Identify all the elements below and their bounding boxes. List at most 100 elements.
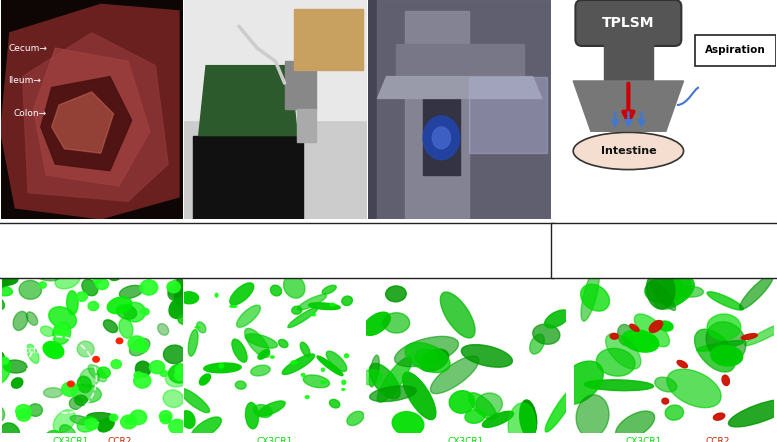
Ellipse shape [163,345,186,364]
Text: in CX3CR1: in CX3CR1 [636,257,692,267]
Circle shape [68,381,74,387]
Text: Aspiration: Aspiration [705,46,766,55]
Ellipse shape [378,357,411,402]
Ellipse shape [278,339,288,347]
Ellipse shape [545,310,570,328]
Ellipse shape [330,303,335,306]
Circle shape [134,372,142,379]
Ellipse shape [650,281,676,310]
Ellipse shape [163,390,183,408]
Ellipse shape [665,405,684,420]
Ellipse shape [662,398,669,404]
Ellipse shape [215,293,218,297]
Text: CX3CR1: CX3CR1 [625,437,662,442]
Polygon shape [573,81,684,131]
Circle shape [126,417,134,424]
Text: CX3CR1: CX3CR1 [53,437,89,442]
Ellipse shape [655,377,677,392]
Bar [294,9,363,70]
Ellipse shape [169,297,189,318]
Ellipse shape [301,373,305,377]
Circle shape [39,282,47,288]
Ellipse shape [44,342,64,358]
Ellipse shape [119,318,133,338]
Text: mice: mice [427,238,455,248]
Text: patch: patch [16,346,40,354]
Circle shape [160,415,171,424]
Ellipse shape [630,324,639,332]
Bar [184,0,367,120]
Ellipse shape [107,297,132,314]
Ellipse shape [130,339,150,356]
Text: Peyer's: Peyer's [12,333,43,342]
Ellipse shape [77,341,94,357]
Text: Colon→: Colon→ [13,109,47,118]
Circle shape [85,419,98,430]
Ellipse shape [342,389,345,390]
Ellipse shape [677,361,688,368]
Ellipse shape [71,385,101,403]
Ellipse shape [476,393,503,415]
Ellipse shape [117,305,137,319]
Ellipse shape [288,307,318,328]
Ellipse shape [321,381,326,383]
Ellipse shape [465,410,485,423]
Circle shape [16,409,31,421]
Ellipse shape [317,356,343,376]
Ellipse shape [103,320,117,333]
Ellipse shape [49,307,76,329]
Ellipse shape [305,396,309,399]
Text: TPLSM: TPLSM [602,16,655,30]
Ellipse shape [508,403,535,442]
Ellipse shape [0,404,5,423]
Ellipse shape [30,263,60,281]
Ellipse shape [322,368,325,371]
Circle shape [176,365,186,374]
Polygon shape [193,136,303,219]
Ellipse shape [645,277,684,303]
Polygon shape [298,109,315,142]
Ellipse shape [650,320,663,332]
Ellipse shape [235,381,246,389]
Ellipse shape [29,404,43,416]
Ellipse shape [597,348,635,376]
Ellipse shape [342,380,346,385]
Ellipse shape [385,286,406,302]
Ellipse shape [284,275,305,298]
Ellipse shape [722,375,730,385]
Polygon shape [405,11,469,219]
Ellipse shape [4,360,27,373]
Ellipse shape [169,364,191,383]
Text: (Left: 2D 10x stitch, Right; 3D 10x): (Left: 2D 10x stitch, Right; 3D 10x) [185,256,368,266]
Ellipse shape [634,314,670,347]
Circle shape [149,361,165,374]
Ellipse shape [449,391,475,413]
Ellipse shape [622,330,659,352]
Ellipse shape [533,324,560,344]
Text: rfp/wt: rfp/wt [409,236,429,242]
FancyBboxPatch shape [576,0,681,46]
Ellipse shape [230,305,237,307]
Ellipse shape [697,340,744,351]
Ellipse shape [230,283,254,305]
Text: gfp/wt: gfp/wt [697,255,718,261]
Ellipse shape [43,431,60,442]
Ellipse shape [135,361,151,377]
Ellipse shape [361,370,382,385]
Ellipse shape [168,279,191,300]
Ellipse shape [124,302,145,322]
Text: Intestine: Intestine [601,146,657,156]
Ellipse shape [581,269,599,321]
Ellipse shape [605,334,641,369]
Polygon shape [378,0,551,219]
Ellipse shape [706,322,746,362]
Ellipse shape [77,416,97,432]
Polygon shape [423,99,459,175]
Ellipse shape [430,356,479,394]
Ellipse shape [291,361,298,364]
Circle shape [159,411,172,421]
Ellipse shape [707,292,744,310]
Ellipse shape [67,291,78,315]
Ellipse shape [19,280,41,299]
Ellipse shape [363,312,390,335]
